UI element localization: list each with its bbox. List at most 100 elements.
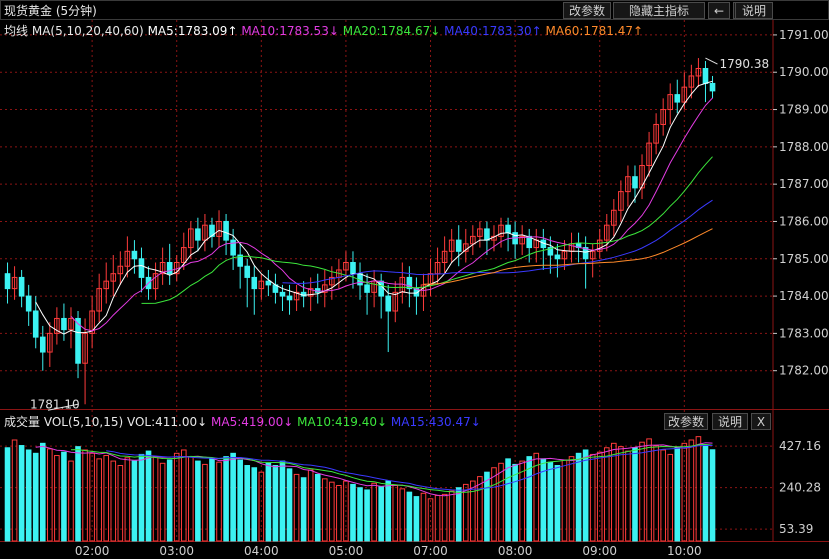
candle-body [293, 291, 300, 301]
volume-bar [519, 460, 525, 542]
vol-params-button[interactable]: 改参数 [664, 413, 708, 430]
vol-ma5: MA5:419.00↓ [211, 415, 294, 429]
volume-bar [131, 460, 138, 542]
volume-tick-label: 427.16 [779, 439, 821, 453]
volume-bar [420, 492, 427, 542]
candle-body [695, 68, 702, 77]
candle-body [159, 262, 166, 275]
volume-bar [603, 447, 610, 542]
candle-body [61, 317, 67, 331]
candle-body [117, 265, 124, 275]
candle-body [547, 247, 554, 256]
volume-bar [279, 460, 286, 542]
price-tick-label: 1791.00 [779, 28, 829, 42]
legend-prefix: 均线 [4, 24, 29, 38]
time-tick-label: 10:00 [667, 544, 702, 558]
candle-body [709, 82, 716, 92]
volume-bar [314, 473, 321, 542]
candle-body [286, 295, 293, 301]
vol-help-button[interactable]: 说明 [712, 413, 748, 430]
time-tick-label: 02:00 [75, 544, 110, 558]
volume-bar [695, 436, 702, 542]
volume-bar [110, 460, 117, 542]
main-legend: 均线 MA(5,10,20,40,60) MA5:1783.09↑ MA10:1… [4, 22, 643, 39]
volume-bar [547, 461, 554, 542]
legend-ma60: MA60:1781.47↑ [545, 24, 644, 38]
volume-bar [188, 456, 194, 542]
vol-value: VOL:411.00↓ [126, 415, 208, 429]
candle-body [279, 291, 286, 297]
volume-bar [350, 483, 356, 542]
candle-body [660, 109, 666, 125]
volume-bar [364, 489, 370, 542]
vol-title: 成交量 [4, 415, 41, 429]
candle-body [364, 284, 370, 293]
price-tick-label: 1783.00 [779, 326, 829, 340]
volume-bar [427, 498, 434, 542]
candle-body [4, 273, 11, 290]
params-button[interactable]: 改参数 [563, 2, 611, 19]
price-tick-label: 1789.00 [779, 103, 829, 117]
volume-bar [300, 477, 307, 542]
price-tick-label: 1787.00 [779, 177, 829, 191]
candle-body [124, 250, 131, 267]
candle-body [498, 224, 504, 237]
volume-bar [385, 480, 392, 542]
volume-bar [258, 471, 265, 542]
volume-bar [554, 465, 561, 542]
candle-body [441, 250, 448, 264]
volume-bar [371, 482, 377, 542]
candle-body [32, 310, 39, 338]
volume-bar [646, 438, 652, 542]
volume-bar [223, 456, 229, 542]
vol-close-button[interactable]: X [751, 413, 771, 430]
volume-bar [413, 496, 420, 542]
candle-body [103, 280, 110, 290]
volume-bar [462, 483, 469, 542]
candle-body [589, 250, 596, 260]
volume-bar [674, 447, 681, 542]
volume-bar [505, 458, 511, 542]
volume-bar [702, 445, 709, 542]
candle-body [96, 288, 102, 312]
candle-body [582, 247, 589, 260]
volume-bar [89, 452, 95, 542]
candle-body [519, 235, 525, 245]
volume-bar [68, 460, 74, 542]
candle-body [632, 176, 638, 189]
candle-body [681, 86, 688, 103]
candle-body [505, 224, 511, 234]
hide-indicator-button[interactable]: 隐藏主指标 [613, 2, 705, 19]
volume-bar [533, 452, 540, 542]
candle-body [258, 280, 265, 290]
candle-body [618, 191, 624, 211]
volume-bar [166, 459, 173, 542]
ma40-line [282, 199, 713, 284]
volume-bar [582, 449, 589, 542]
candle-body [138, 258, 145, 278]
help-button[interactable]: 说明 [735, 2, 773, 19]
candle-body [75, 317, 81, 364]
volume-bar [378, 486, 384, 542]
volume-bar [653, 445, 659, 542]
volume-bar [406, 491, 413, 542]
volume-bar [336, 485, 342, 542]
candle-body [470, 235, 476, 245]
candle-body [625, 176, 631, 193]
vol-ma10: MA10:419.40↓ [297, 415, 388, 429]
volume-bar [575, 452, 582, 542]
candle-body [18, 276, 25, 297]
candle-body [11, 276, 18, 290]
volume-bar [96, 458, 102, 542]
prev-button[interactable]: ← [708, 2, 730, 19]
volume-bar [272, 465, 279, 542]
volume-bar [329, 481, 335, 542]
window-title: 现货黄金 (5分钟) [4, 4, 97, 18]
volume-bar [286, 468, 293, 542]
volume-bar [39, 442, 46, 542]
volume-bar [180, 449, 187, 542]
volume-bar [596, 451, 603, 542]
time-tick-label: 08:00 [498, 544, 533, 558]
vol-ma10-line [70, 443, 713, 493]
volume-bar [321, 478, 328, 542]
